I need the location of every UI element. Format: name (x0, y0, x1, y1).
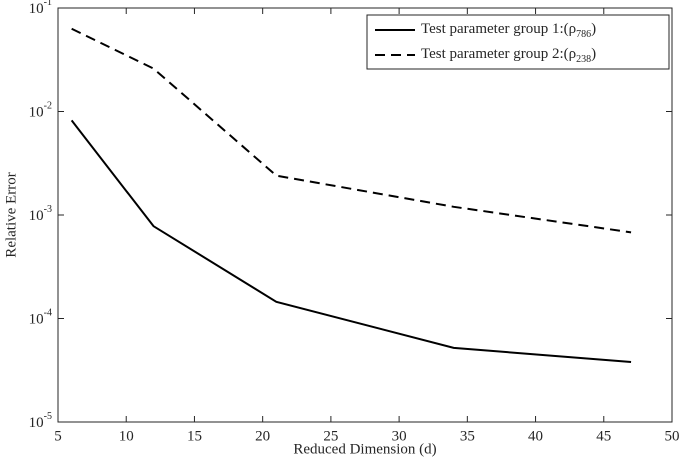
y-tick-label: 10-1 (29, 0, 52, 17)
y-tick-label: 10-5 (29, 411, 52, 431)
legend-box (366, 14, 670, 70)
legend-label: Test parameter group 2:(ρ238) (421, 46, 596, 65)
x-tick-label: 35 (460, 428, 475, 444)
y-tick-label: 10-3 (29, 204, 52, 224)
legend-label: Test parameter group 1:(ρ786) (421, 21, 596, 40)
x-tick-label: 10 (119, 428, 134, 444)
x-axis-label: Reduced Dimension (d) (293, 441, 436, 457)
x-tick-label: 25 (323, 428, 338, 444)
x-tick-label: 30 (392, 428, 407, 444)
x-tick-label: 20 (255, 428, 270, 444)
x-tick-label: 5 (54, 428, 62, 444)
x-tick-label: 15 (187, 428, 202, 444)
data-line (70, 119, 632, 363)
x-tick-label: 45 (596, 428, 611, 444)
y-axis-label: Relative Error (3, 172, 19, 257)
x-tick-label: 50 (665, 428, 680, 444)
y-tick-label: 10-2 (29, 101, 52, 121)
x-tick-label: 40 (528, 428, 543, 444)
y-tick-label: 10-4 (29, 308, 52, 328)
plot-frame (57, 7, 673, 423)
